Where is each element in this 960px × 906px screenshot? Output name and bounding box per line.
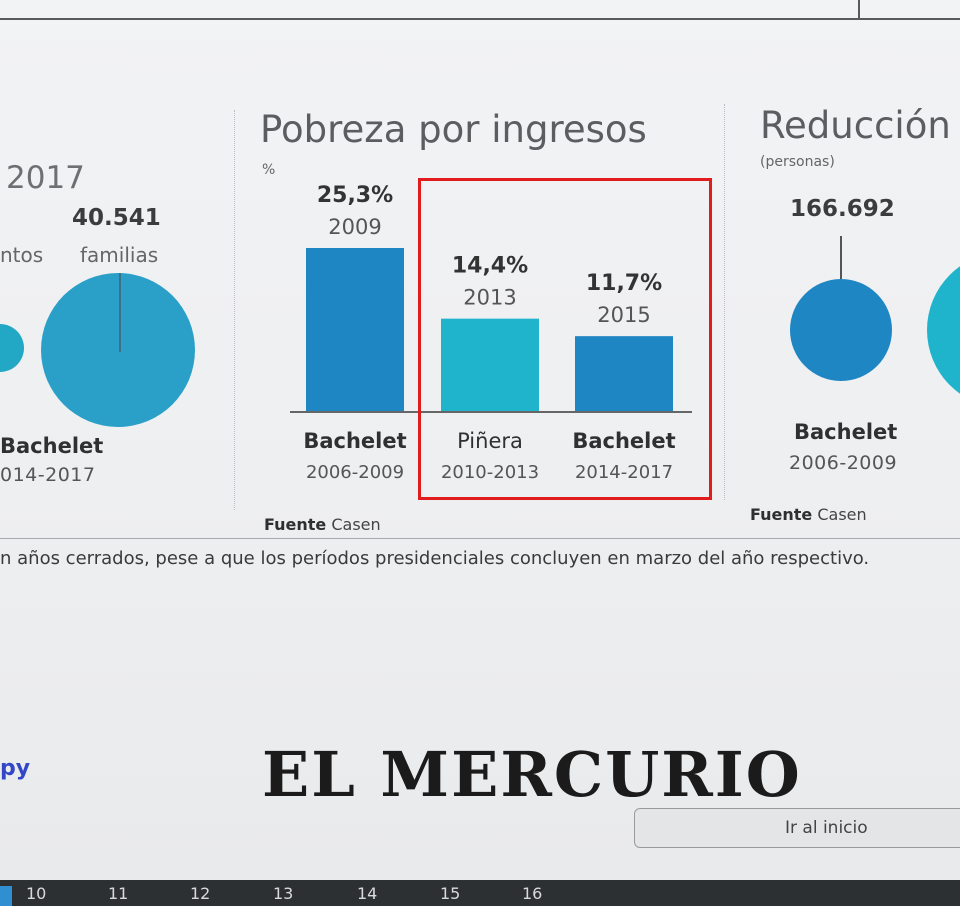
bar-value-label-1: 25,3% (317, 183, 393, 208)
top-divider (858, 0, 860, 20)
left-period-fragment: 014-2017 (0, 464, 96, 486)
page-number-15[interactable]: 15 (440, 884, 461, 903)
page-number-10[interactable]: 10 (26, 884, 47, 903)
bar-year-label-2: 2013 (463, 286, 516, 310)
right-source-name: Casen (817, 505, 867, 524)
bar-1 (306, 248, 404, 412)
left-count-label: familias (80, 243, 159, 267)
bar-chart: 25,3% 2009 Bachelet 2006-2009 14,4% 2013 Piñer… (290, 183, 692, 483)
page-number-16[interactable]: 16 (522, 884, 543, 903)
divider-right (724, 104, 725, 500)
right-unit: (personas) (760, 154, 835, 170)
right-president: Bachelet (794, 420, 898, 444)
left-small-circle (0, 324, 24, 372)
divider-left (234, 110, 235, 510)
current-page-marker (0, 886, 12, 906)
top-rule (0, 18, 960, 20)
partial-link[interactable]: py (0, 756, 31, 781)
category-president-1: Bachelet (303, 429, 406, 453)
bar-value-label-2: 14,4% (452, 254, 528, 279)
page-number-11[interactable]: 11 (108, 884, 129, 903)
page-number-13[interactable]: 13 (273, 884, 294, 903)
source-label: Fuente (264, 515, 327, 534)
category-period-3: 2014-2017 (575, 462, 673, 483)
home-button[interactable]: Ir al inicio (634, 808, 960, 848)
bar-2 (441, 318, 539, 412)
footnote-rule (0, 538, 960, 539)
right-title-fragment: Reducción a (760, 104, 960, 147)
right-period: 2006-2009 (789, 452, 898, 474)
page-number-12[interactable]: 12 (190, 884, 211, 903)
masthead-logo[interactable]: EL MERCURIO (262, 738, 802, 811)
category-period-1: 2006-2009 (306, 462, 404, 483)
right-source: Fuente Casen (750, 505, 867, 524)
bar-value-label-3: 11,7% (586, 271, 662, 296)
right-source-label: Fuente (750, 505, 813, 524)
bar-year-label-3: 2015 (597, 303, 650, 327)
left-circles (0, 273, 195, 427)
right-value: 166.692 (790, 196, 895, 222)
source-name: Casen (331, 515, 381, 534)
category-president-3: Bachelet (572, 429, 675, 453)
page-nav-bar (0, 880, 960, 906)
chart-title: Pobreza por ingresos (260, 108, 647, 151)
category-president-2: Piñera (457, 429, 523, 453)
bar-year-label-1: 2009 (328, 215, 381, 239)
highlight-box (418, 178, 712, 500)
right-partial-circle (927, 266, 960, 394)
left-label-fragment: ntos (0, 243, 44, 267)
right-circle (790, 279, 892, 381)
newspaper-page: 2017 40.541 ntos familias Bachelet 014-2… (0, 0, 960, 880)
chart-unit: % (262, 162, 276, 178)
left-year-fragment: 2017 (6, 160, 85, 196)
bar-3 (575, 336, 673, 412)
category-period-2: 2010-2013 (441, 462, 539, 483)
left-president-fragment: Bachelet (0, 434, 104, 458)
chart-source: Fuente Casen (264, 515, 381, 534)
left-count: 40.541 (72, 205, 161, 231)
footnote: n años cerrados, pese a que los períodos… (0, 548, 870, 569)
page-number-14[interactable]: 14 (357, 884, 378, 903)
left-big-circle (41, 273, 195, 427)
right-circles (790, 236, 960, 394)
